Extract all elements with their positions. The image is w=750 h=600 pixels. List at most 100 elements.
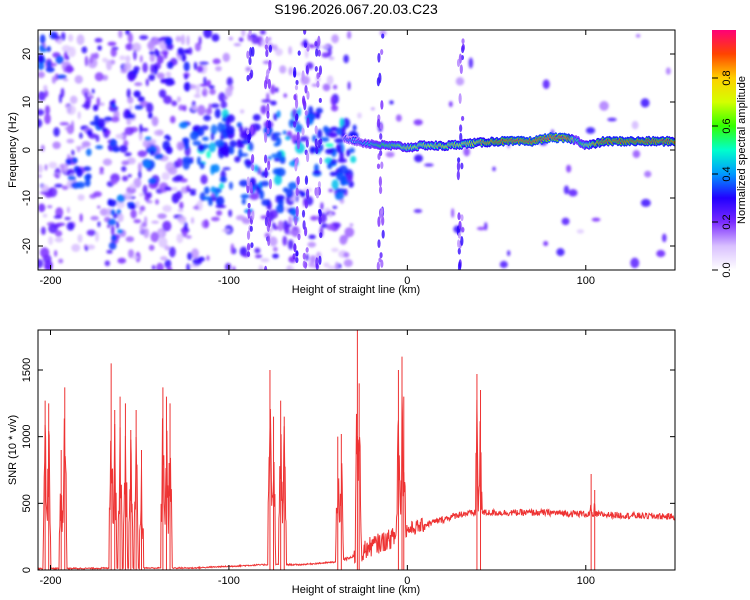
band-blob bbox=[246, 176, 250, 187]
noise-blob bbox=[52, 141, 61, 150]
noise-blob bbox=[208, 103, 212, 114]
noise-patch bbox=[339, 180, 350, 186]
band-blob bbox=[376, 118, 381, 128]
noise-blob bbox=[268, 236, 278, 247]
noise-patch bbox=[46, 45, 51, 53]
noise-blob bbox=[38, 91, 46, 102]
noise-blob bbox=[284, 225, 290, 235]
noise-blob bbox=[81, 141, 91, 148]
noise-blob bbox=[130, 209, 137, 219]
band-blob bbox=[251, 153, 255, 164]
noise-blob bbox=[139, 123, 143, 134]
noise-blob bbox=[635, 34, 641, 38]
noise-blob bbox=[328, 188, 334, 193]
noise-blob bbox=[211, 192, 215, 198]
band-blob bbox=[379, 133, 383, 140]
noise-patch bbox=[167, 136, 172, 141]
noise-patch bbox=[129, 205, 137, 210]
band-blob bbox=[317, 49, 321, 57]
noise-blob bbox=[220, 100, 228, 109]
noise-blob bbox=[187, 188, 197, 192]
noise-blob bbox=[106, 59, 113, 71]
band-blob bbox=[304, 226, 308, 237]
noise-patch bbox=[255, 186, 261, 191]
noise-blob bbox=[201, 91, 207, 96]
noise-blob bbox=[135, 200, 140, 209]
noise-blob bbox=[139, 205, 146, 212]
band-blob bbox=[301, 127, 305, 136]
noise-blob bbox=[640, 198, 651, 207]
noise-blob bbox=[413, 119, 423, 126]
noise-blob bbox=[165, 71, 172, 78]
noise-blob bbox=[414, 154, 423, 163]
noise-blob bbox=[222, 52, 230, 62]
band-blob bbox=[456, 170, 460, 181]
noise-patch bbox=[45, 66, 55, 73]
band-blob bbox=[304, 85, 308, 94]
band-blob bbox=[267, 217, 272, 228]
noise-patch bbox=[312, 170, 322, 175]
snr-x-ticks: -200 -100 0 100 bbox=[39, 330, 595, 587]
band-blob bbox=[457, 157, 461, 163]
band-blob bbox=[380, 100, 384, 110]
band-blob bbox=[246, 251, 251, 257]
noise-blob bbox=[156, 72, 165, 79]
noise-blob bbox=[115, 133, 125, 139]
noise-blob bbox=[119, 144, 128, 153]
noise-blob bbox=[110, 179, 118, 185]
noise-patch bbox=[187, 159, 194, 164]
band-blob bbox=[266, 110, 270, 119]
band-blob bbox=[294, 114, 299, 122]
spectrogram-x-tick-label: 0 bbox=[404, 275, 410, 287]
noise-blob bbox=[288, 46, 292, 55]
noise-blob bbox=[66, 206, 71, 214]
noise-blob bbox=[288, 215, 292, 225]
noise-blob bbox=[632, 149, 641, 159]
spectrogram-y-tick-label: -20 bbox=[21, 238, 33, 254]
noise-patch bbox=[279, 155, 286, 161]
noise-blob bbox=[561, 217, 570, 226]
noise-blob bbox=[77, 234, 83, 243]
noise-blob bbox=[327, 265, 336, 270]
noise-blob bbox=[271, 222, 276, 229]
colorbar-gradient bbox=[712, 30, 736, 270]
noise-blob bbox=[186, 263, 191, 270]
noise-patch bbox=[183, 81, 191, 92]
noise-blob bbox=[307, 241, 317, 248]
noise-blob bbox=[40, 184, 50, 192]
noise-patch bbox=[177, 47, 185, 56]
noise-patch bbox=[38, 53, 45, 64]
noise-blob bbox=[261, 99, 272, 103]
noise-blob bbox=[142, 184, 148, 196]
spectrogram-y-tick-label: 0 bbox=[21, 147, 33, 153]
band-blob bbox=[250, 125, 254, 136]
noise-blob bbox=[308, 44, 316, 49]
noise-blob bbox=[276, 110, 281, 118]
noise-patch bbox=[336, 172, 345, 181]
band-blob bbox=[251, 210, 255, 221]
noise-patch bbox=[55, 55, 64, 65]
band-blob bbox=[295, 79, 299, 85]
band-blob bbox=[301, 95, 306, 105]
noise-blob bbox=[192, 258, 202, 266]
noise-blob bbox=[128, 104, 133, 111]
noise-blob bbox=[210, 216, 220, 222]
noise-patch bbox=[225, 125, 235, 136]
noise-patch bbox=[39, 34, 46, 45]
noise-blob bbox=[451, 208, 455, 218]
noise-patch bbox=[144, 136, 152, 141]
band-blob bbox=[264, 167, 268, 179]
noise-blob bbox=[599, 101, 609, 111]
noise-patch bbox=[335, 191, 345, 201]
band-blob bbox=[247, 133, 251, 144]
noise-blob bbox=[94, 72, 104, 82]
noise-blob bbox=[96, 97, 101, 108]
band-blob bbox=[267, 160, 271, 171]
noise-patch bbox=[93, 115, 100, 123]
noise-blob bbox=[240, 153, 249, 157]
noise-blob bbox=[66, 221, 75, 231]
noise-blob bbox=[146, 192, 152, 199]
noise-blob bbox=[644, 170, 652, 178]
band-blob bbox=[381, 33, 385, 39]
noise-blob bbox=[343, 252, 350, 258]
